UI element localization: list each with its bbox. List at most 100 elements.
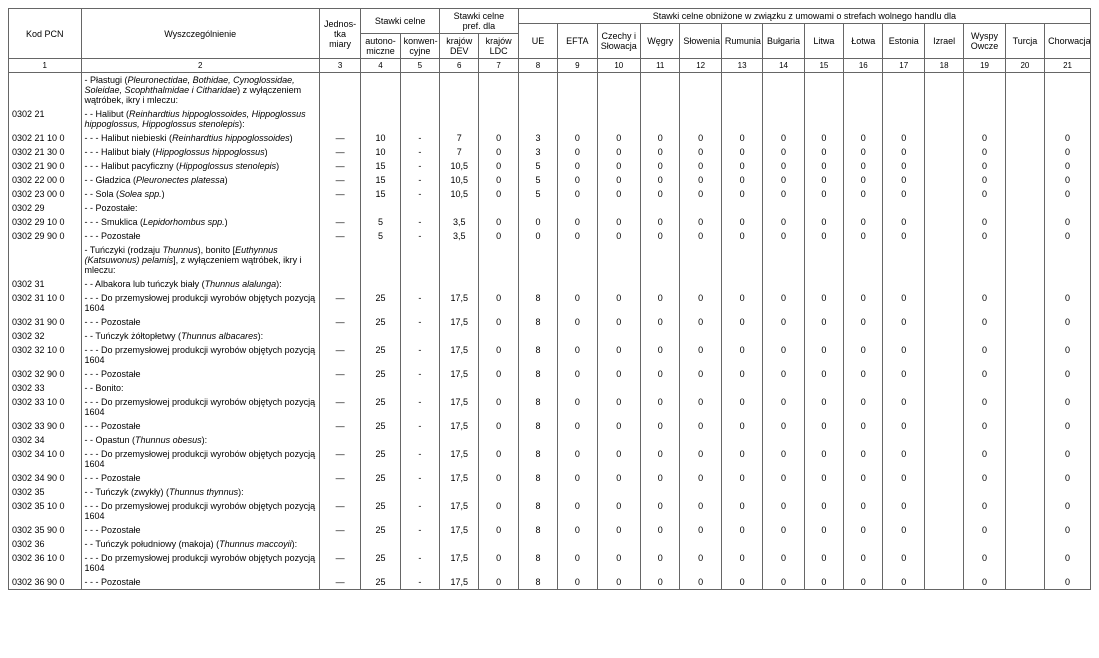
cell-c10	[597, 243, 641, 277]
cell-c7	[479, 201, 518, 215]
table-body: 123456789101112131415161718192021- Płast…	[9, 59, 1091, 590]
cell-c18	[924, 215, 963, 229]
cell-code: 0302 33	[9, 381, 82, 395]
cell-desc: - - Tuńczyk (zwykły) (Thunnus thynnus):	[81, 485, 319, 499]
cell-c16: 0	[844, 173, 883, 187]
cell-desc: - - Gładzica (Pleuronectes platessa)	[81, 173, 319, 187]
cell-c16: 0	[844, 419, 883, 433]
cell-c12: 0	[680, 419, 721, 433]
cell-c21: 0	[1045, 447, 1091, 471]
cell-c12: 0	[680, 291, 721, 315]
cell-c19: 0	[964, 215, 1005, 229]
table-row: 0302 32 10 0- - - Do przemysłowej produk…	[9, 343, 1091, 367]
cell-c7	[479, 485, 518, 499]
cell-c18	[924, 329, 963, 343]
cell-c7	[479, 433, 518, 447]
cell-c11: 0	[641, 131, 680, 145]
cell-c3	[319, 73, 360, 108]
cell-code: 0302 22 00 0	[9, 173, 82, 187]
cell-c20	[1005, 471, 1044, 485]
cell-c15: 0	[804, 187, 843, 201]
cell-code: 0302 31 90 0	[9, 315, 82, 329]
cell-c12: 0	[680, 575, 721, 590]
cell-code: 0302 21 90 0	[9, 159, 82, 173]
cell-c3: —	[319, 471, 360, 485]
cell-c12: 0	[680, 471, 721, 485]
cell-desc: - Tuńczyki (rodzaju Thunnus), bonito [Eu…	[81, 243, 319, 277]
cell-c14	[763, 277, 804, 291]
cell-c7	[479, 243, 518, 277]
cell-c9: 0	[558, 229, 597, 243]
cell-c16	[844, 243, 883, 277]
th-wegry: Węgry	[641, 24, 680, 59]
cell-c7	[479, 73, 518, 108]
cell-c3: —	[319, 215, 360, 229]
cell-c8	[518, 107, 557, 131]
cell-c4	[361, 381, 400, 395]
cell-c5: -	[400, 187, 439, 201]
cell-code: 0302 36 90 0	[9, 575, 82, 590]
cell-code: 0302 36 10 0	[9, 551, 82, 575]
cell-desc: - - - Halibut niebieski (Reinhardtius hi…	[81, 131, 319, 145]
cell-c19	[964, 537, 1005, 551]
tariff-table: Kod PCN Wyszczególnienie Jednos-tkamiary…	[8, 8, 1091, 590]
cell-c14: 0	[763, 215, 804, 229]
cell-c4	[361, 243, 400, 277]
table-row: 0302 21 10 0- - - Halibut niebieski (Rei…	[9, 131, 1091, 145]
cell-c7	[479, 381, 518, 395]
cell-code: 0302 31	[9, 277, 82, 291]
cell-c15	[804, 73, 843, 108]
cell-c5: -	[400, 419, 439, 433]
cell-c14: 0	[763, 131, 804, 145]
cell-c16: 0	[844, 215, 883, 229]
cell-c6: 7	[440, 145, 479, 159]
cell-c7: 0	[479, 575, 518, 590]
cell-c19	[964, 243, 1005, 277]
cell-c7: 0	[479, 419, 518, 433]
cell-c19: 0	[964, 367, 1005, 381]
table-row: 0302 33- - Bonito:	[9, 381, 1091, 395]
table-row: 0302 33 90 0- - - Pozostałe—25-17,508000…	[9, 419, 1091, 433]
cell-c9: 0	[558, 395, 597, 419]
cell-c12	[680, 433, 721, 447]
cell-c12: 0	[680, 159, 721, 173]
cell-code: 0302 35	[9, 485, 82, 499]
cell-c7: 0	[479, 395, 518, 419]
colnum-cell: 19	[964, 59, 1005, 73]
cell-c15: 0	[804, 551, 843, 575]
cell-c4: 25	[361, 291, 400, 315]
cell-c15: 0	[804, 523, 843, 537]
cell-c7: 0	[479, 447, 518, 471]
cell-c17	[883, 485, 924, 499]
cell-c5: -	[400, 215, 439, 229]
cell-c17	[883, 201, 924, 215]
cell-code: 0302 35 90 0	[9, 523, 82, 537]
cell-c14: 0	[763, 575, 804, 590]
cell-c9: 0	[558, 145, 597, 159]
cell-c4: 10	[361, 131, 400, 145]
cell-c11: 0	[641, 551, 680, 575]
cell-c8: 0	[518, 215, 557, 229]
cell-c21: 0	[1045, 395, 1091, 419]
cell-c16	[844, 433, 883, 447]
cell-c17: 0	[883, 145, 924, 159]
cell-c12	[680, 485, 721, 499]
cell-c7: 0	[479, 291, 518, 315]
cell-c11	[641, 485, 680, 499]
cell-c3	[319, 537, 360, 551]
cell-desc: - - Sola (Solea spp.)	[81, 187, 319, 201]
cell-c20	[1005, 201, 1044, 215]
cell-c15	[804, 107, 843, 131]
th-wyspy: WyspyOwcze	[964, 24, 1005, 59]
cell-c12: 0	[680, 229, 721, 243]
cell-c17: 0	[883, 187, 924, 201]
cell-c9	[558, 243, 597, 277]
cell-c13	[721, 73, 762, 108]
cell-desc: - - - Do przemysłowej produkcji wyrobów …	[81, 499, 319, 523]
cell-c16: 0	[844, 395, 883, 419]
cell-c5: -	[400, 447, 439, 471]
cell-c5: -	[400, 173, 439, 187]
cell-c17: 0	[883, 173, 924, 187]
cell-c14: 0	[763, 419, 804, 433]
cell-c19	[964, 107, 1005, 131]
